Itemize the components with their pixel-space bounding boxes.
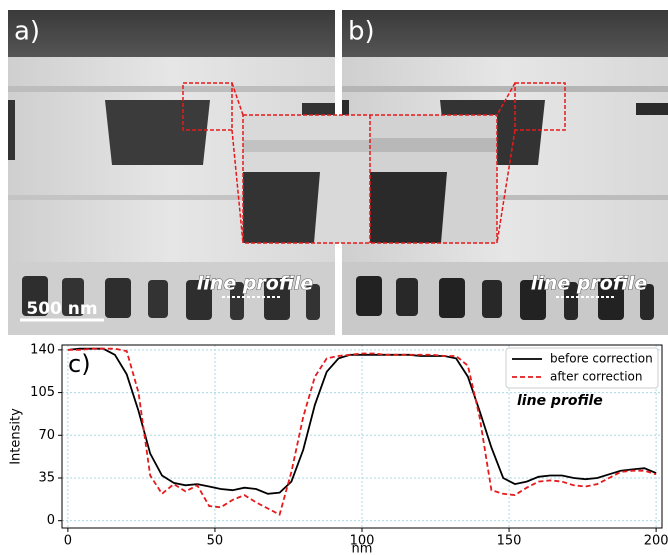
y-tick-label: 140 bbox=[30, 342, 55, 357]
panel-label: a) bbox=[14, 17, 40, 47]
x-tick-label: 200 bbox=[644, 534, 668, 549]
line-series bbox=[67, 347, 657, 495]
y-tick-label: 0 bbox=[47, 513, 55, 528]
y-axis-label: Intensity bbox=[9, 408, 24, 465]
zoom-insets bbox=[231, 82, 516, 244]
y-tick-label: 35 bbox=[38, 470, 55, 485]
y-tick-label: 70 bbox=[38, 428, 55, 443]
chart-annotation: line profile bbox=[517, 393, 603, 409]
panel-label: b) bbox=[348, 17, 375, 47]
panel-label: c) bbox=[68, 350, 91, 378]
x-axis-label: nm bbox=[352, 542, 373, 555]
image-annotation: line profile bbox=[531, 273, 648, 295]
x-tick-label: 150 bbox=[497, 534, 522, 549]
image-annotation: line profile bbox=[197, 273, 314, 295]
y-tick-label: 105 bbox=[30, 385, 55, 400]
line-series bbox=[67, 347, 657, 516]
legend-label: after correction bbox=[550, 370, 643, 384]
x-tick-label: 100 bbox=[350, 534, 375, 549]
legend-box bbox=[505, 347, 659, 389]
x-tick-label: 0 bbox=[64, 534, 72, 549]
legend-label: before correction bbox=[550, 352, 653, 366]
chart: 0 50 100 150 200 0 35 70 105 140 c) line profile nm I… bbox=[9, 342, 668, 555]
scale-bar-label: 500 nm bbox=[26, 299, 97, 319]
x-tick-label: 50 bbox=[207, 534, 224, 549]
axes-frame bbox=[61, 344, 663, 529]
